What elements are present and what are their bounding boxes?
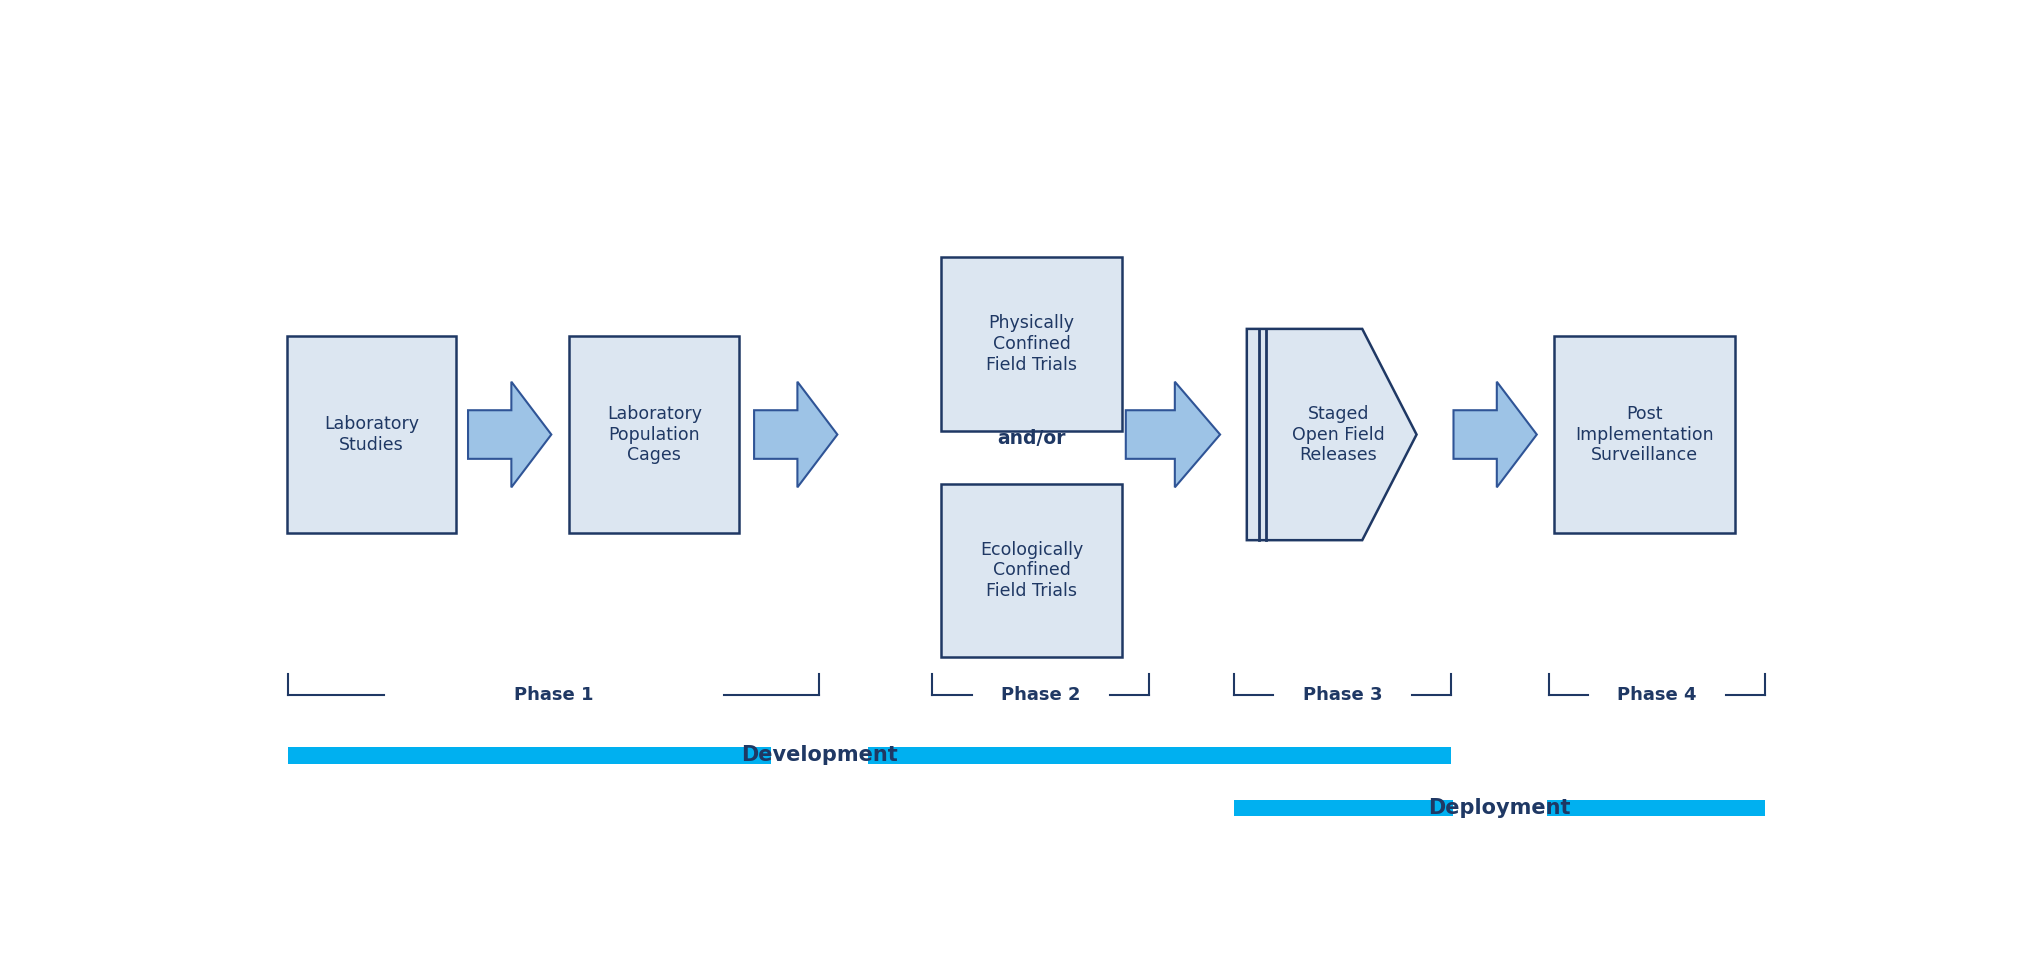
- Bar: [570, 336, 738, 533]
- Polygon shape: [468, 382, 552, 487]
- Bar: [941, 257, 1121, 431]
- Polygon shape: [1454, 382, 1537, 487]
- Bar: [868, 747, 1452, 763]
- Bar: [1553, 336, 1734, 533]
- Text: Physically
Confined
Field Trials: Physically Confined Field Trials: [986, 315, 1077, 373]
- Text: Phase 1: Phase 1: [513, 686, 594, 704]
- Polygon shape: [1247, 329, 1418, 540]
- Text: Post
Implementation
Surveillance: Post Implementation Surveillance: [1576, 405, 1714, 465]
- Text: Deployment: Deployment: [1428, 798, 1572, 818]
- Bar: [288, 747, 771, 763]
- Text: Development: Development: [740, 745, 898, 765]
- Text: Laboratory
Studies: Laboratory Studies: [324, 416, 420, 454]
- Polygon shape: [1126, 382, 1221, 487]
- Bar: [1547, 800, 1766, 816]
- Bar: [1235, 800, 1452, 816]
- Bar: [286, 336, 456, 533]
- Text: Phase 3: Phase 3: [1302, 686, 1383, 704]
- Bar: [941, 483, 1121, 658]
- Text: Laboratory
Population
Cages: Laboratory Population Cages: [606, 405, 702, 465]
- Text: Phase 4: Phase 4: [1616, 686, 1697, 704]
- Text: and/or: and/or: [998, 429, 1067, 448]
- Text: Staged
Open Field
Releases: Staged Open Field Releases: [1292, 405, 1385, 465]
- Polygon shape: [754, 382, 838, 487]
- Text: Phase 2: Phase 2: [1002, 686, 1081, 704]
- Text: Ecologically
Confined
Field Trials: Ecologically Confined Field Trials: [980, 541, 1083, 600]
